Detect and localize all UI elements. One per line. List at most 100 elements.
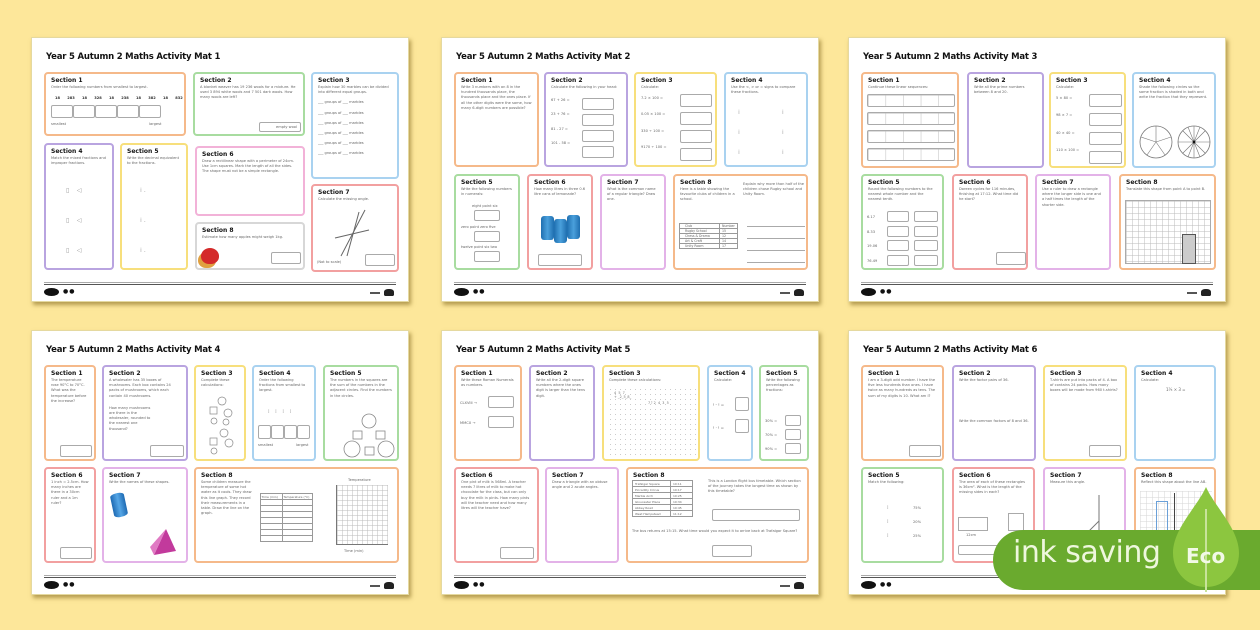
answer-box[interactable]: [500, 547, 534, 559]
section-text: Write 3 numbers with an 8 in the hundred…: [461, 85, 532, 110]
answer-box[interactable]: [139, 105, 161, 118]
answer-box[interactable]: [95, 105, 117, 118]
calc-row: 67 + 26 =: [551, 98, 570, 103]
answer-box[interactable]: [712, 509, 800, 521]
calculation-grid[interactable]: [608, 387, 696, 457]
section-text: Round the following numbers to the neare…: [868, 187, 933, 202]
lemonade-cans-icon: [541, 214, 581, 243]
answer-box[interactable]: [488, 396, 514, 408]
footer-rule: [454, 574, 806, 576]
section-text: Write the following numbers in numerals:: [461, 187, 512, 197]
answer-box[interactable]: [474, 231, 500, 242]
answer-box[interactable]: [60, 547, 92, 559]
answer-box[interactable]: [1089, 94, 1122, 107]
answer-box[interactable]: [73, 105, 95, 118]
calc-row: 330 ÷ 100 =: [641, 128, 665, 133]
section-heading: Section 4: [731, 77, 763, 84]
answer-box[interactable]: [996, 252, 1026, 265]
group-row: ___ groups of ___ marbles: [318, 120, 364, 125]
answer-box[interactable]: [271, 425, 284, 439]
line-graph[interactable]: [336, 485, 388, 545]
answer-line[interactable]: [747, 262, 805, 263]
answer-box[interactable]: [582, 98, 614, 110]
answer-box[interactable]: [117, 105, 139, 118]
footer-rule: [861, 281, 1213, 283]
footer-url: [370, 292, 380, 294]
answer-box[interactable]: [488, 416, 514, 428]
footer-url: [780, 585, 790, 587]
answer-box[interactable]: [914, 240, 938, 251]
division-method: 7 ⟌ 2 4 3 5: [648, 401, 669, 405]
answer-box[interactable]: [735, 397, 749, 411]
section-2: Section 2 Write all the prime numbers be…: [967, 72, 1044, 168]
answer-box[interactable]: [150, 445, 184, 457]
sequence-row[interactable]: [867, 130, 955, 143]
mat-title: Year 5 Autumn 2 Maths Activity Mat 4: [46, 345, 221, 355]
section-text: Complete these calculations:: [609, 378, 662, 382]
answer-box[interactable]: [365, 254, 395, 266]
answer-box[interactable]: [1089, 151, 1122, 164]
answer-box[interactable]: [735, 419, 749, 433]
angle-icon: [1088, 495, 1100, 532]
label-largest: largest: [149, 122, 162, 126]
answer-box[interactable]: [1089, 132, 1122, 145]
answer-box[interactable]: [680, 130, 712, 143]
answer-box[interactable]: [1089, 113, 1122, 126]
answer-box[interactable]: [474, 251, 500, 262]
answer-box[interactable]: empty wool: [259, 122, 301, 132]
answer-box[interactable]: [712, 545, 752, 557]
calc-row: 40 × 40 =: [1056, 130, 1075, 135]
answer-box[interactable]: [680, 148, 712, 161]
answer-box[interactable]: [474, 210, 500, 221]
answer-line[interactable]: [747, 226, 805, 227]
footer-dots: ●●: [880, 288, 893, 295]
answer-line[interactable]: [747, 238, 805, 239]
answer-box[interactable]: [785, 415, 801, 426]
answer-box[interactable]: [914, 211, 938, 222]
fraction-item: ⁞ .: [140, 187, 146, 194]
answer-box[interactable]: [297, 425, 310, 439]
answer-box[interactable]: [909, 445, 941, 457]
sequence-row[interactable]: [867, 94, 955, 107]
bus-timetable: Trafalgar Square 10:11 Piccadilly Circus 1…: [632, 480, 693, 517]
section-heading: Section 1: [461, 77, 493, 84]
translation-grid[interactable]: [1125, 200, 1211, 264]
answer-box[interactable]: [51, 105, 73, 118]
section-text-2: Write the common factors of 8 and 36.: [959, 419, 1029, 423]
section-text: Estimate how many apples might weigh 1kg…: [202, 235, 284, 239]
answer-box[interactable]: [680, 112, 712, 125]
answer-box[interactable]: [271, 252, 301, 264]
calc-row: 81 - 27 =: [551, 126, 568, 131]
answer-box[interactable]: [582, 146, 614, 158]
section-7: Section 7 What is the common name of a r…: [600, 174, 666, 270]
answer-box[interactable]: [582, 114, 614, 126]
answer-box[interactable]: [258, 425, 271, 439]
answer-box[interactable]: [914, 226, 938, 237]
answer-box[interactable]: [887, 211, 909, 222]
answer-line[interactable]: [747, 250, 805, 251]
sequence-row[interactable]: [867, 148, 955, 161]
answer-box[interactable]: [60, 445, 92, 457]
sequence-row[interactable]: [867, 112, 955, 125]
section-text: The temperature rose 90°C to 70°C. What …: [51, 378, 87, 403]
section-text: Order the following numbers from smalles…: [51, 85, 148, 89]
section-heading: Section 1: [868, 370, 900, 377]
section-text: Match the following:: [868, 480, 905, 484]
answer-box[interactable]: [680, 94, 712, 107]
calc-row: 0.05 × 100 =: [641, 112, 666, 117]
section-6: Section 6 1 inch = 2.5cm. How many inche…: [44, 467, 96, 563]
answer-box[interactable]: [785, 429, 801, 440]
answer-box[interactable]: [538, 254, 582, 266]
section-text: Calculate:: [714, 378, 732, 382]
answer-box[interactable]: [785, 443, 801, 454]
answer-box[interactable]: [914, 255, 938, 266]
answer-box[interactable]: [887, 255, 909, 266]
answer-box[interactable]: [887, 240, 909, 251]
answer-box[interactable]: [582, 130, 614, 142]
footer-line: [44, 283, 396, 285]
answer-box[interactable]: [1089, 445, 1121, 457]
answer-box[interactable]: [284, 425, 297, 439]
section-1: Section 1 Continue these linear sequence…: [861, 72, 959, 168]
section-heading: Section 2: [109, 370, 141, 377]
answer-box[interactable]: [887, 226, 909, 237]
